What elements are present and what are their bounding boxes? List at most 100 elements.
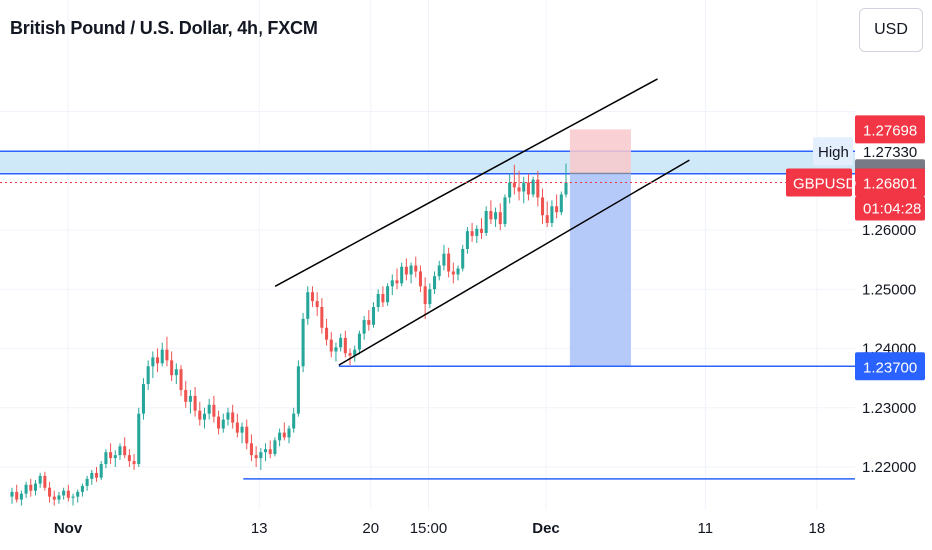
candle-body bbox=[428, 289, 432, 305]
time-tick-label: 11 bbox=[698, 520, 714, 537]
candle-body bbox=[437, 265, 441, 277]
price-tags: 1.276981.27330High1.269571.2680101:04:28… bbox=[786, 115, 925, 381]
symbol-tag-bg bbox=[786, 168, 852, 197]
stop-loss-zone bbox=[569, 129, 631, 174]
candle-body bbox=[66, 490, 70, 498]
candle-body bbox=[33, 483, 38, 491]
candle-body bbox=[400, 266, 404, 284]
candle-body bbox=[315, 301, 319, 308]
candle-body bbox=[376, 293, 380, 308]
chart-title: British Pound / U.S. Dollar, 4h, FXCM bbox=[10, 18, 318, 38]
candle-body bbox=[24, 484, 28, 494]
candle-body bbox=[80, 485, 84, 492]
candle-body bbox=[109, 452, 113, 459]
candle-body bbox=[522, 182, 526, 192]
candle-body bbox=[198, 410, 202, 420]
time-tick-label: Dec bbox=[532, 520, 560, 537]
time-axis[interactable]: Nov 13 20 15:00 Dec 11 18 bbox=[54, 520, 825, 537]
candle-body bbox=[170, 360, 174, 376]
candle-body bbox=[188, 395, 192, 402]
candle-body bbox=[508, 182, 512, 198]
time-tick-label: 20 bbox=[362, 520, 379, 537]
candle-body bbox=[207, 404, 211, 414]
candle-body bbox=[221, 419, 225, 429]
time-tick-label: 15:00 bbox=[410, 520, 448, 537]
candle-body bbox=[310, 292, 315, 302]
candle-body bbox=[19, 493, 23, 500]
countdown-label: 01:04:28 bbox=[863, 201, 921, 218]
candle-body bbox=[404, 266, 408, 275]
candle-body bbox=[348, 353, 352, 356]
candle-body bbox=[137, 413, 141, 465]
candle-body bbox=[334, 347, 338, 352]
take-profit-zone bbox=[569, 173, 631, 367]
candle-body bbox=[329, 339, 333, 352]
candle-body bbox=[409, 265, 413, 275]
candle-body bbox=[414, 265, 418, 272]
candle-body bbox=[475, 228, 479, 236]
last-price-tag-bg bbox=[855, 168, 925, 197]
target-price-tag: 1.23700 bbox=[863, 359, 917, 376]
candle-body bbox=[381, 293, 385, 303]
candle-body bbox=[386, 286, 390, 303]
drawings-overlay bbox=[0, 78, 855, 480]
channel-lower-line bbox=[338, 159, 690, 366]
candle-body bbox=[62, 490, 66, 496]
candle-body bbox=[15, 491, 19, 500]
candle-body bbox=[531, 179, 535, 195]
candle-body bbox=[320, 307, 324, 328]
last-price-tag: 1.26801 bbox=[863, 176, 917, 193]
candle-body bbox=[38, 475, 42, 484]
candle-body bbox=[512, 182, 516, 188]
candle-body bbox=[418, 271, 422, 287]
candle-body bbox=[245, 426, 249, 444]
candle-body bbox=[90, 472, 94, 479]
target-price-tag-bg bbox=[855, 352, 925, 381]
candle-body bbox=[353, 349, 357, 356]
candle-body bbox=[517, 187, 521, 192]
candle-body bbox=[151, 357, 155, 367]
candle-body bbox=[559, 194, 563, 213]
candle-body bbox=[282, 432, 286, 438]
candle-body bbox=[184, 389, 188, 402]
candle-body bbox=[174, 369, 178, 376]
price-tick-label: 1.26000 bbox=[862, 222, 916, 239]
candle-body bbox=[484, 211, 488, 233]
candles-layer bbox=[10, 163, 568, 506]
candle-body bbox=[390, 280, 394, 287]
candle-body bbox=[545, 215, 549, 223]
candle-body bbox=[367, 320, 371, 325]
candle-body bbox=[57, 495, 61, 500]
candle-body bbox=[132, 461, 136, 465]
candle-body bbox=[433, 276, 437, 290]
candle-body bbox=[442, 253, 446, 266]
time-tick-label: 18 bbox=[809, 520, 826, 537]
candle-body bbox=[202, 413, 207, 420]
candle-body bbox=[498, 212, 502, 225]
symbol-tag: GBPUSD bbox=[793, 176, 857, 193]
candle-body bbox=[52, 496, 56, 500]
candle-body bbox=[296, 366, 300, 414]
currency-button[interactable]: USD bbox=[859, 8, 923, 52]
candle-body bbox=[465, 231, 469, 249]
candle-body bbox=[292, 413, 296, 429]
candle-body bbox=[550, 206, 554, 223]
candle-body bbox=[447, 253, 451, 272]
stop-price-tag: 1.27698 bbox=[863, 122, 917, 139]
candle-body bbox=[99, 464, 103, 478]
candle-body bbox=[540, 197, 545, 216]
time-tick-label: 13 bbox=[251, 520, 268, 537]
candle-body bbox=[479, 228, 484, 233]
candle-body bbox=[503, 197, 507, 225]
candle-body bbox=[118, 446, 122, 456]
grid bbox=[0, 0, 855, 510]
candle-body bbox=[71, 496, 75, 498]
candle-body bbox=[43, 475, 47, 488]
candle-body bbox=[423, 286, 427, 305]
candle-body bbox=[160, 349, 164, 364]
candle-body bbox=[371, 307, 376, 325]
candle-body bbox=[156, 357, 160, 364]
time-tick-label: Nov bbox=[54, 520, 83, 537]
